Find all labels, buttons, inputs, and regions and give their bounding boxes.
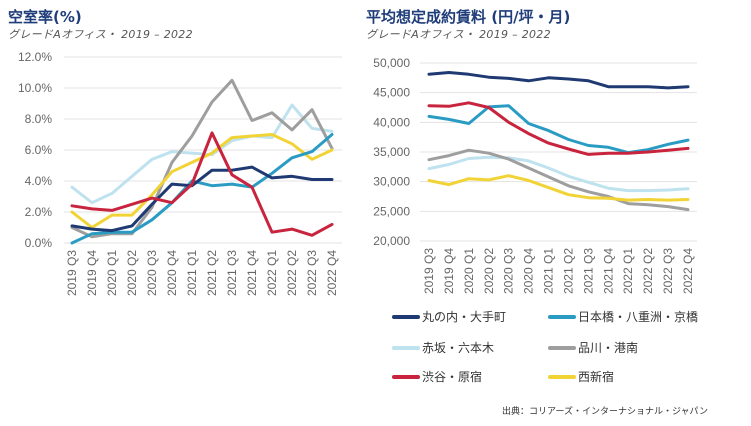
- series-line: [427, 71, 690, 90]
- y-tick-label: 4.0%: [25, 174, 53, 188]
- x-tick-label: 2022 Q2: [285, 250, 299, 296]
- rent-chart-subtitle: グレードAオフィス・ 2019 – 2022: [366, 28, 551, 41]
- x-tick-label: 2021 Q1: [542, 248, 556, 294]
- y-tick-label: 35,000: [373, 145, 410, 159]
- x-tick-label: 2022 Q4: [325, 250, 339, 296]
- x-tick-label: 2020 Q2: [482, 248, 496, 294]
- x-tick-label: 2022 Q1: [265, 250, 279, 296]
- legend-label: 渋谷・原宿: [422, 370, 483, 384]
- x-tick-label: 2021 Q3: [581, 248, 595, 294]
- legend-label: 品川・港南: [578, 341, 639, 355]
- series-line: [427, 104, 690, 155]
- legend-swatch: [392, 314, 420, 319]
- y-tick-label: 50,000: [373, 56, 410, 70]
- x-tick-label: 2022 Q2: [641, 248, 655, 294]
- legend-label: 日本橋・八重洲・京橋: [578, 310, 699, 324]
- x-tick-label: 2022 Q3: [661, 248, 675, 294]
- x-tick-label: 2021 Q2: [205, 250, 219, 296]
- x-tick-label: 2022 Q4: [681, 248, 695, 294]
- series-line: [70, 131, 334, 237]
- x-tick-label: 2020 Q2: [125, 250, 139, 296]
- y-tick-label: 25,000: [373, 204, 410, 218]
- x-tick-label: 2021 Q3: [225, 250, 239, 296]
- x-tick-label: 2019 Q3: [65, 250, 79, 296]
- rent-chart-title: 平均想定成約賃料 (円/坪・月): [366, 8, 571, 26]
- y-tick-label: 2.0%: [25, 205, 53, 219]
- series-line: [70, 103, 334, 205]
- legend-label: 赤坂・六本木: [422, 341, 495, 355]
- series-line: [427, 101, 690, 156]
- legend-swatch: [548, 314, 576, 319]
- x-tick-label: 2020 Q3: [502, 248, 516, 294]
- x-tick-label: 2019 Q4: [442, 248, 456, 294]
- y-tick-label: 6.0%: [25, 143, 53, 157]
- series-line: [427, 148, 690, 212]
- y-tick-label: 20,000: [373, 234, 410, 248]
- legend-label: 丸の内・大手町: [422, 310, 507, 324]
- vacancy-chart-subtitle: グレードAオフィス・ 2019 – 2022: [8, 28, 193, 41]
- legend-item-shibuya: 渋谷・原宿: [392, 368, 482, 385]
- x-tick-label: 2021 Q2: [561, 248, 575, 294]
- legend-label: 西新宿: [578, 370, 615, 384]
- legend-item-nishi-shinjuku: 西新宿: [548, 368, 614, 385]
- x-tick-label: 2022 Q3: [305, 250, 319, 296]
- y-tick-label: 30,000: [373, 175, 410, 189]
- x-tick-label: 2020 Q4: [522, 248, 536, 294]
- legend-item-nihonbashi: 日本橋・八重洲・京橋: [548, 308, 698, 325]
- x-tick-label: 2019 Q3: [422, 248, 436, 294]
- x-tick-label: 2022 Q1: [621, 248, 635, 294]
- legend-item-marunouchi: 丸の内・大手町: [392, 308, 506, 325]
- legend-swatch: [392, 345, 420, 350]
- series-line: [70, 165, 334, 233]
- x-tick-label: 2020 Q1: [105, 250, 119, 296]
- legend-swatch: [548, 374, 576, 379]
- series-line: [427, 174, 690, 202]
- y-tick-label: 8.0%: [25, 112, 53, 126]
- x-tick-label: 2021 Q4: [245, 250, 259, 296]
- x-tick-label: 2021 Q4: [601, 248, 615, 294]
- x-tick-label: 2019 Q4: [85, 250, 99, 296]
- vacancy-chart: 0.0% 2.0% 4.0% 6.0% 8.0% 10.0% 12.0% 2019 Q3 201…: [18, 50, 342, 296]
- y-tick-label: 45,000: [373, 86, 410, 100]
- series-line: [70, 133, 334, 245]
- y-tick-label: 40,000: [373, 115, 410, 129]
- legend-item-akasaka: 赤坂・六本木: [392, 339, 494, 356]
- source-note: 出典：コリアーズ・インターナショナル・ジャパン: [502, 407, 709, 417]
- y-tick-label: 10.0%: [18, 81, 52, 95]
- legend-item-shinagawa: 品川・港南: [548, 339, 638, 356]
- y-tick-label: 0.0%: [25, 236, 53, 250]
- x-tick-label: 2020 Q3: [145, 250, 159, 296]
- vacancy-chart-title: 空室率(%): [8, 8, 82, 26]
- legend-swatch: [548, 345, 576, 350]
- y-tick-label: 12.0%: [18, 50, 52, 64]
- x-tick-label: 2020 Q4: [165, 250, 179, 296]
- x-tick-label: 2021 Q1: [185, 250, 199, 296]
- x-tick-label: 2020 Q1: [462, 248, 476, 294]
- rent-chart: 20,000 25,000 30,000 35,000 40,000 45,000 50,0…: [373, 56, 697, 294]
- series-line: [427, 155, 690, 193]
- legend-swatch: [392, 374, 420, 379]
